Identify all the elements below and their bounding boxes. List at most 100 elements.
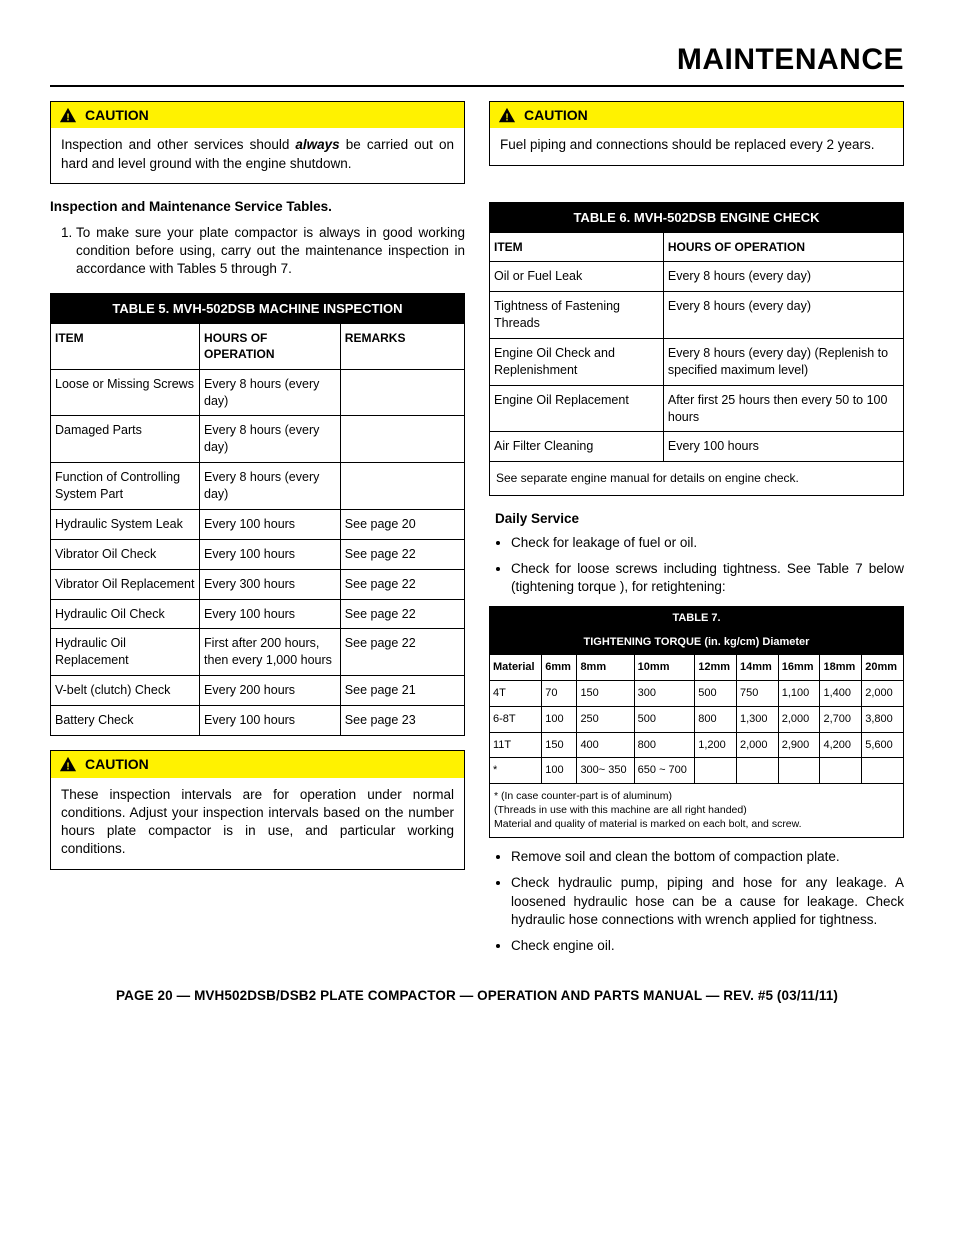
table-row: Air Filter CleaningEvery 100 hours (490, 432, 904, 462)
caution-body-1: Inspection and other services should alw… (51, 128, 464, 182)
table-cell: Every 8 hours (every day) (200, 416, 341, 463)
svg-text:!: ! (505, 112, 508, 123)
table-cell: 1,400 (820, 680, 862, 706)
table-cell: Every 300 hours (200, 569, 341, 599)
list-item: Check hydraulic pump, piping and hose fo… (511, 874, 904, 929)
table-cell: First after 200 hours, then every 1,000 … (200, 629, 341, 676)
table-cell: 2,000 (736, 732, 778, 758)
table-row: Battery CheckEvery 100 hoursSee page 23 (51, 706, 465, 736)
table-header-cell: 10mm (634, 655, 695, 681)
table-row: *100300~ 350650 ~ 700 (490, 758, 904, 784)
table-cell: See page 22 (340, 599, 464, 629)
table-cell: 3,800 (862, 706, 904, 732)
table-header-cell: 18mm (820, 655, 862, 681)
caution-header: ! CAUTION (51, 102, 464, 129)
table-cell: 150 (542, 732, 577, 758)
table-cell: Engine Oil Replacement (490, 385, 664, 432)
table-cell: See page 21 (340, 676, 464, 706)
table-cell: 800 (634, 732, 695, 758)
table-cell: 650 ~ 700 (634, 758, 695, 784)
caution1-emph: always (295, 137, 339, 152)
table-5: TABLE 5. MVH-502DSB MACHINE INSPECTION I… (50, 293, 465, 736)
table-cell: 2,000 (862, 680, 904, 706)
caution-header: ! CAUTION (490, 102, 903, 129)
warning-icon: ! (59, 107, 77, 123)
table-row: V-belt (clutch) CheckEvery 200 hoursSee … (51, 676, 465, 706)
list-item: Check for leakage of fuel or oil. (511, 534, 904, 552)
table6-note: See separate engine manual for details o… (490, 462, 904, 495)
intro-list-item: To make sure your plate compactor is alw… (76, 224, 465, 279)
caution-header: ! CAUTION (51, 751, 464, 778)
table-cell: After first 25 hours then every 50 to 10… (663, 385, 903, 432)
table-row: Engine Oil ReplacementAfter first 25 hou… (490, 385, 904, 432)
table-header-cell: 6mm (542, 655, 577, 681)
table-cell: Every 200 hours (200, 676, 341, 706)
table-row: 11T1504008001,2002,0002,9004,2005,600 (490, 732, 904, 758)
list-item: Check engine oil. (511, 937, 904, 955)
table-cell: Tightness of Fastening Threads (490, 292, 664, 339)
daily-service-heading: Daily Service (495, 510, 904, 528)
svg-text:!: ! (66, 762, 69, 773)
table-cell: 2,000 (778, 706, 820, 732)
caution-box-1: ! CAUTION Inspection and other services … (50, 101, 465, 184)
caution-box-3: ! CAUTION Fuel piping and connections sh… (489, 101, 904, 166)
table-cell: See page 20 (340, 509, 464, 539)
table-cell (862, 758, 904, 784)
table-cell: Air Filter Cleaning (490, 432, 664, 462)
table-cell: See page 23 (340, 706, 464, 736)
table-cell: 1,200 (695, 732, 737, 758)
table-row: Oil or Fuel LeakEvery 8 hours (every day… (490, 262, 904, 292)
caution-label: CAUTION (85, 755, 149, 774)
table-cell: See page 22 (340, 629, 464, 676)
table-cell: Hydraulic Oil Replacement (51, 629, 200, 676)
table-cell: Every 8 hours (every day) (200, 463, 341, 510)
table-header-cell: 16mm (778, 655, 820, 681)
table-row: Function of Controlling System PartEvery… (51, 463, 465, 510)
table7-header-row: Material6mm8mm10mm12mm14mm16mm18mm20mm (490, 655, 904, 681)
table-cell: 1,300 (736, 706, 778, 732)
table-cell: 1,100 (778, 680, 820, 706)
table-cell: 500 (695, 680, 737, 706)
right-column: ! CAUTION Fuel piping and connections sh… (489, 101, 904, 966)
table-cell (778, 758, 820, 784)
table7-subtitle: TIGHTENING TORQUE (in. kg/cm) Diameter (490, 631, 904, 655)
list-item: Check for loose screws including tightne… (511, 560, 904, 596)
table-cell: Every 100 hours (200, 599, 341, 629)
table-header-cell: 8mm (577, 655, 634, 681)
table-cell: 100 (542, 758, 577, 784)
table-header-cell: Material (490, 655, 542, 681)
list-item: Remove soil and clean the bottom of comp… (511, 848, 904, 866)
intro-list: To make sure your plate compactor is alw… (50, 224, 465, 279)
table-cell: 300~ 350 (577, 758, 634, 784)
table7-title: TABLE 7. (490, 607, 904, 631)
table6-header-row: ITEM HOURS OF OPERATION (490, 233, 904, 262)
caution-label: CAUTION (524, 106, 588, 125)
table-cell: 500 (634, 706, 695, 732)
table-cell: 5,600 (862, 732, 904, 758)
page-footer: PAGE 20 — MVH502DSB/DSB2 PLATE COMPACTOR… (50, 987, 904, 1005)
table-cell: Vibrator Oil Replacement (51, 569, 200, 599)
table-cell (736, 758, 778, 784)
table-cell: Oil or Fuel Leak (490, 262, 664, 292)
table7-note: * (In case counter-part is of aluminum)(… (490, 784, 904, 838)
table-cell: 800 (695, 706, 737, 732)
warning-icon: ! (498, 107, 516, 123)
table-row: Hydraulic Oil ReplacementFirst after 200… (51, 629, 465, 676)
caution-box-2: ! CAUTION These inspection intervals are… (50, 750, 465, 870)
table-cell: Loose or Missing Screws (51, 369, 200, 416)
table5-h2: REMARKS (340, 324, 464, 369)
title-rule (50, 85, 904, 87)
table-cell: Hydraulic Oil Check (51, 599, 200, 629)
table5-h1: HOURS OF OPERATION (200, 324, 341, 369)
table-row: 4T701503005007501,1001,4002,000 (490, 680, 904, 706)
table-cell: 150 (577, 680, 634, 706)
table-row: Engine Oil Check and ReplenishmentEvery … (490, 338, 904, 385)
left-column: ! CAUTION Inspection and other services … (50, 101, 465, 884)
table-header-cell: 12mm (695, 655, 737, 681)
table-cell: 400 (577, 732, 634, 758)
table-row: Damaged PartsEvery 8 hours (every day) (51, 416, 465, 463)
table-7: TABLE 7. TIGHTENING TORQUE (in. kg/cm) D… (489, 606, 904, 838)
table-cell: Battery Check (51, 706, 200, 736)
table-cell: Function of Controlling System Part (51, 463, 200, 510)
table-cell (695, 758, 737, 784)
